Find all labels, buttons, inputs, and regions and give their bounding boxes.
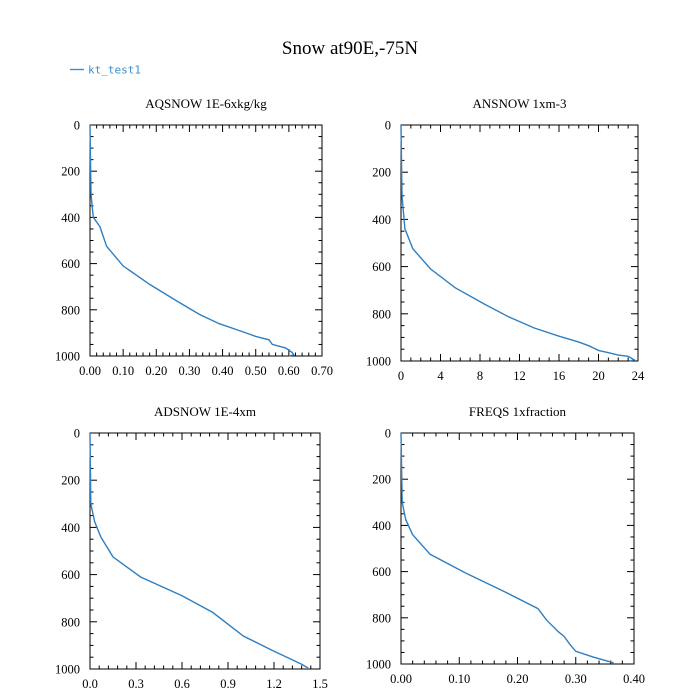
x-tick-label: 0.30 <box>178 364 200 378</box>
x-tick-label: 0.40 <box>623 672 645 686</box>
y-tick-label: 0 <box>385 119 391 133</box>
panel-2: ANSNOW 1xm-3 0 4 8 12 16 20 24 0 200 400 600 800 1000 <box>366 96 645 383</box>
y-tick-label: 400 <box>372 213 391 227</box>
x-tick-label: 20 <box>592 369 605 383</box>
x-tick-label: 0.10 <box>112 364 134 378</box>
x-tick-label: 0.70 <box>311 364 333 378</box>
x-tick-label: 0.3 <box>128 677 144 691</box>
y-tick-label: 1000 <box>55 350 80 364</box>
y-tick-label: 1000 <box>366 658 391 672</box>
panel-1: AQSNOW 1E-6xkg/kg 0.00 0.10 0.20 0.30 0.40 0.5… <box>55 96 333 378</box>
y-tick-label: 800 <box>372 307 391 321</box>
panel-4: FREQS 1xfraction 0.00 0.10 0.20 0.30 0.40 0 200… <box>366 404 645 686</box>
y-tick-label: 0 <box>385 427 391 441</box>
x-tick-label: 4 <box>437 369 444 383</box>
y-tick-label: 200 <box>372 473 391 487</box>
x-tick-label: 24 <box>632 369 645 383</box>
plot-frame <box>400 124 639 362</box>
y-tick-label: 400 <box>372 519 391 533</box>
plot-frame <box>89 124 323 357</box>
y-tick-label: 200 <box>61 474 80 488</box>
y-tick-label: 200 <box>372 166 391 180</box>
panel-title: AQSNOW 1E-6xkg/kg <box>145 96 267 111</box>
x-tick-label: 16 <box>553 369 566 383</box>
panels: AQSNOW 1E-6xkg/kg0.00 0.10 0.20 0.30 0.40 0.5… <box>55 96 645 691</box>
x-tick-label: 0.20 <box>507 672 529 686</box>
x-tick-label: 0.00 <box>79 364 101 378</box>
x-tick-label: 1.5 <box>312 677 328 691</box>
y-tick-label: 400 <box>61 211 80 225</box>
panel-3: ADSNOW 1E-4xm 0.0 0.3 0.6 0.9 1.2 1.5 0 200 400 60… <box>55 404 328 691</box>
x-tick-label: 0 <box>398 369 404 383</box>
y-tick-label: 0 <box>74 119 80 133</box>
x-tick-label: 0.30 <box>565 672 587 686</box>
x-tick-label: 0.0 <box>82 677 98 691</box>
y-tick-label: 600 <box>61 568 80 582</box>
y-tick-label: 600 <box>61 257 80 271</box>
y-tick-label: 600 <box>372 565 391 579</box>
x-tick-label: 0.6 <box>174 677 190 691</box>
y-tick-label: 800 <box>61 615 80 629</box>
figure-title: Snow at90E,-75N <box>282 38 418 59</box>
plot-frame <box>400 432 635 665</box>
x-tick-label: 0.9 <box>220 677 236 691</box>
y-tick-label: 400 <box>61 521 80 535</box>
series-line-kt_test1 <box>400 432 614 664</box>
series-line-kt_test1 <box>89 124 295 357</box>
y-tick-label: 1000 <box>366 355 391 369</box>
series-line-kt_test1 <box>400 124 636 362</box>
y-tick-label: 1000 <box>55 663 80 677</box>
x-tick-label: 0.40 <box>212 364 234 378</box>
x-tick-label: 0.50 <box>245 364 267 378</box>
series-line-kt_test1 <box>89 432 309 669</box>
x-tick-label: 1.2 <box>266 677 282 691</box>
x-tick-label: 8 <box>477 369 483 383</box>
x-tick-label: 12 <box>513 369 526 383</box>
plot-frame <box>89 432 321 670</box>
y-tick-label: 200 <box>61 165 80 179</box>
y-tick-label: 600 <box>372 260 391 274</box>
y-tick-label: 0 <box>74 427 80 441</box>
x-tick-label: 0.20 <box>145 364 167 378</box>
legend: kt_test1 <box>70 64 141 77</box>
x-tick-label: 0.60 <box>278 364 300 378</box>
panel-title: ANSNOW 1xm-3 <box>472 96 566 111</box>
y-tick-label: 800 <box>372 611 391 625</box>
x-tick-label: 0.10 <box>448 672 470 686</box>
panel-title: ADSNOW 1E-4xm <box>154 404 256 419</box>
x-tick-label: 0.00 <box>390 672 412 686</box>
y-tick-label: 800 <box>61 303 80 317</box>
legend-label: kt_test1 <box>88 64 141 77</box>
panel-title: FREQS 1xfraction <box>469 404 567 419</box>
